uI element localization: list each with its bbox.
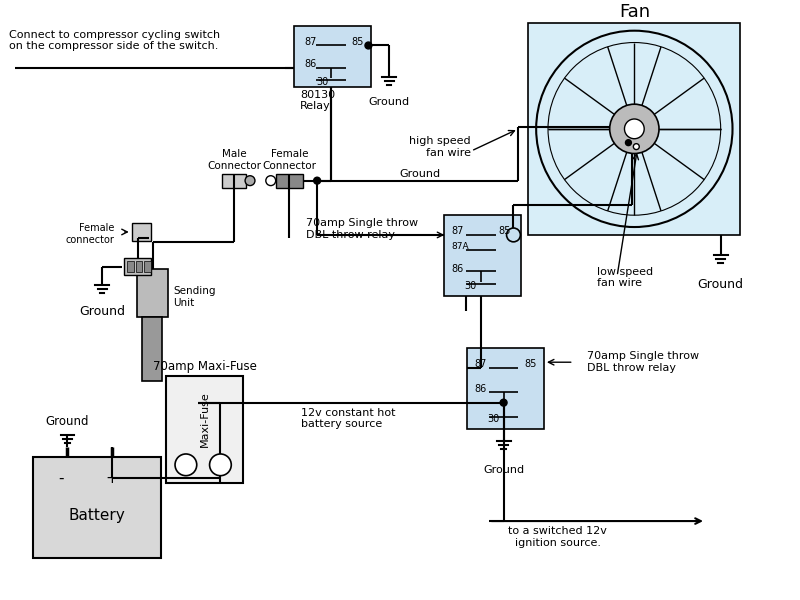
Text: to a switched 12v
ignition source.: to a switched 12v ignition source. [509,526,607,548]
Circle shape [365,42,372,49]
Text: Fan: Fan [618,3,650,21]
Text: Ground: Ground [369,97,410,107]
Bar [294,26,371,87]
Text: 30: 30 [464,281,476,292]
Text: 30: 30 [487,413,499,424]
Text: 30: 30 [316,77,328,87]
Text: Sending
Unit: Sending Unit [173,286,215,308]
Circle shape [210,454,231,476]
Text: 87: 87 [451,226,464,236]
Text: Female
connector: Female connector [66,223,115,245]
Text: 86: 86 [451,263,463,274]
Text: 70amp Single throw
DBL throw relay: 70amp Single throw DBL throw relay [587,352,699,373]
Text: Battery: Battery [69,508,126,523]
Circle shape [314,177,321,184]
Bar [445,215,522,296]
Text: 86: 86 [474,384,486,394]
Text: 85: 85 [524,359,537,369]
Text: -: - [58,471,63,486]
Bar [137,269,168,317]
Bar [166,376,243,482]
Text: 87A: 87A [451,242,469,251]
Text: 85: 85 [352,37,364,47]
Circle shape [266,176,276,185]
Circle shape [626,140,631,146]
Text: +: + [106,471,118,486]
Text: 86: 86 [304,59,317,69]
Text: 85: 85 [498,226,511,236]
Bar [126,260,134,272]
Circle shape [245,176,255,185]
Bar [467,349,544,430]
Text: 87: 87 [474,359,486,369]
Circle shape [506,228,520,242]
Bar [124,257,151,275]
Text: 80130
Relay: 80130 Relay [300,90,335,112]
Text: 70amp Single throw
DBL throw relay: 70amp Single throw DBL throw relay [306,218,418,240]
Bar [145,260,151,272]
Text: 70amp Maxi-Fuse: 70amp Maxi-Fuse [153,360,257,373]
Text: Connect to compressor cycling switch
on the compressor side of the switch.: Connect to compressor cycling switch on … [10,29,220,51]
Bar [142,317,162,381]
Text: Maxi-Fuse: Maxi-Fuse [200,392,210,448]
Text: Ground: Ground [46,415,90,428]
Text: Ground: Ground [698,278,744,292]
Text: Ground: Ground [399,169,440,179]
Bar [222,174,246,188]
Text: high speed
fan wire: high speed fan wire [410,136,471,158]
Circle shape [625,119,644,139]
Circle shape [634,143,639,149]
Text: Ground: Ground [483,465,524,475]
Circle shape [610,104,659,154]
Text: low speed
fan wire: low speed fan wire [598,266,654,288]
Bar [33,457,162,557]
Circle shape [175,454,197,476]
Circle shape [500,399,507,406]
Text: 12v constant hot
battery source: 12v constant hot battery source [302,407,396,429]
Bar [132,223,151,241]
Bar [276,174,303,188]
Text: Ground: Ground [79,305,125,318]
Text: Male
Connector: Male Connector [207,149,262,171]
Bar [528,23,741,235]
Text: Female
Connector: Female Connector [262,149,317,171]
Text: 87: 87 [304,37,317,47]
Bar [135,260,142,272]
